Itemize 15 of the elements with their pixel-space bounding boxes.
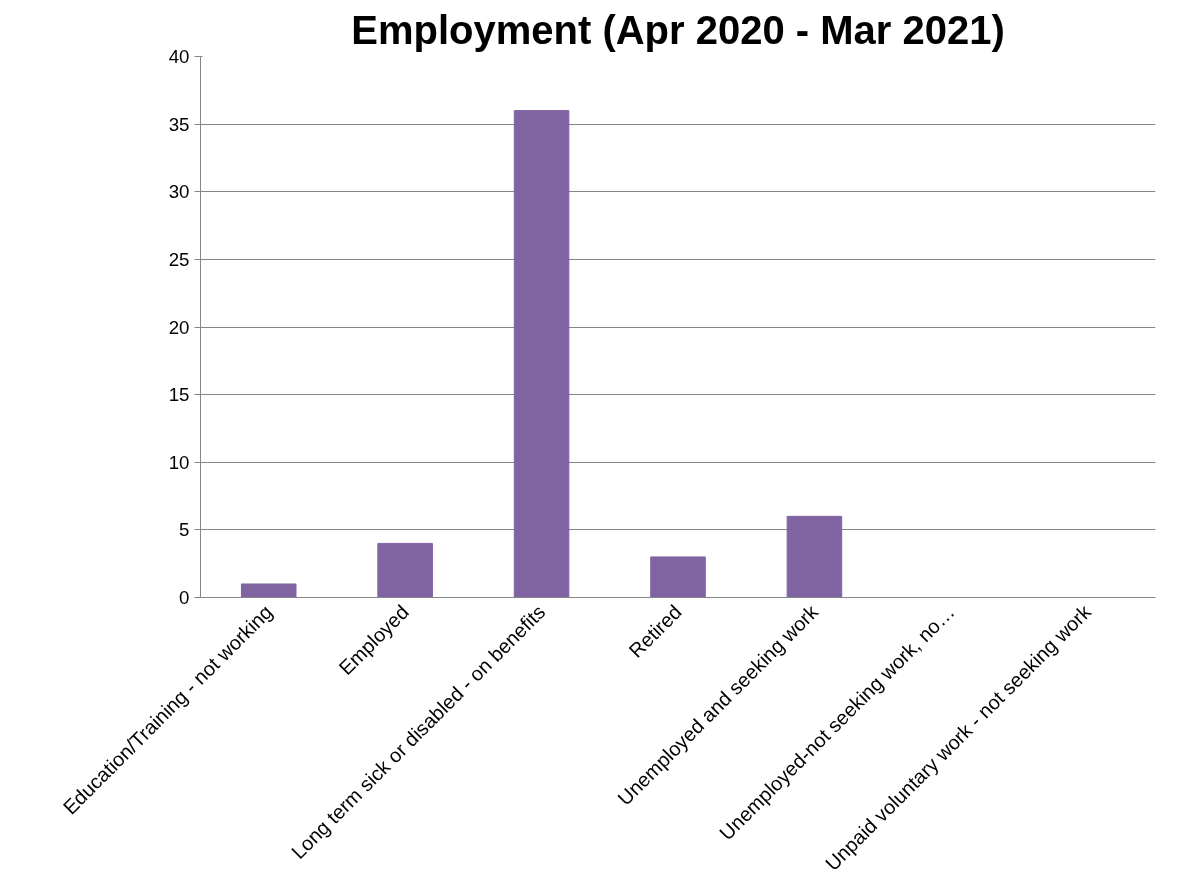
y-tick-label: 15 [168, 384, 190, 406]
y-tick-label: 5 [179, 519, 190, 541]
chart-title: Employment (Apr 2020 - Mar 2021) [351, 7, 1005, 52]
y-tick-label: 30 [168, 181, 190, 203]
bar [786, 515, 843, 598]
bar [240, 583, 297, 598]
bar [377, 542, 433, 598]
y-tick-label: 20 [168, 316, 190, 338]
y-tick-label: 35 [168, 113, 190, 135]
y-tick-label: 25 [168, 248, 190, 270]
y-tick-label: 0 [179, 587, 190, 608]
bar [650, 556, 706, 598]
y-tick-label: 10 [168, 451, 190, 473]
bar [513, 110, 570, 598]
y-tick-label: 40 [168, 46, 190, 67]
